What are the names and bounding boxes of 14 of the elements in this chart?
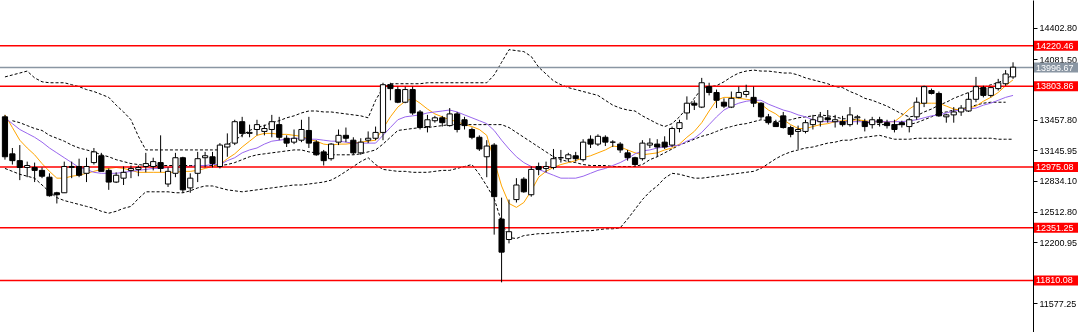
y-tick-label: 14081.50: [1039, 54, 1078, 65]
y-tick-label: 12512.80: [1039, 207, 1078, 218]
ref-line-label: 11810.08: [1036, 275, 1073, 286]
ref-line-label: 13803.86: [1036, 81, 1074, 92]
y-tick-label: 14402.80: [1039, 23, 1078, 34]
y-tick-label: 11577.25: [1039, 298, 1077, 309]
ref-line-label: 14220.46: [1036, 40, 1074, 51]
y-tick-label: 13145.95: [1039, 145, 1078, 156]
y-tick-label: 12200.95: [1039, 237, 1078, 248]
ref-line-label: 12351.25: [1036, 222, 1074, 233]
y-tick-label: 13457.80: [1039, 115, 1078, 126]
ref-line-label: 12975.08: [1036, 161, 1074, 172]
y-tick-label: 12834.10: [1039, 176, 1078, 187]
ref-line-label: 13996.67: [1036, 62, 1074, 73]
